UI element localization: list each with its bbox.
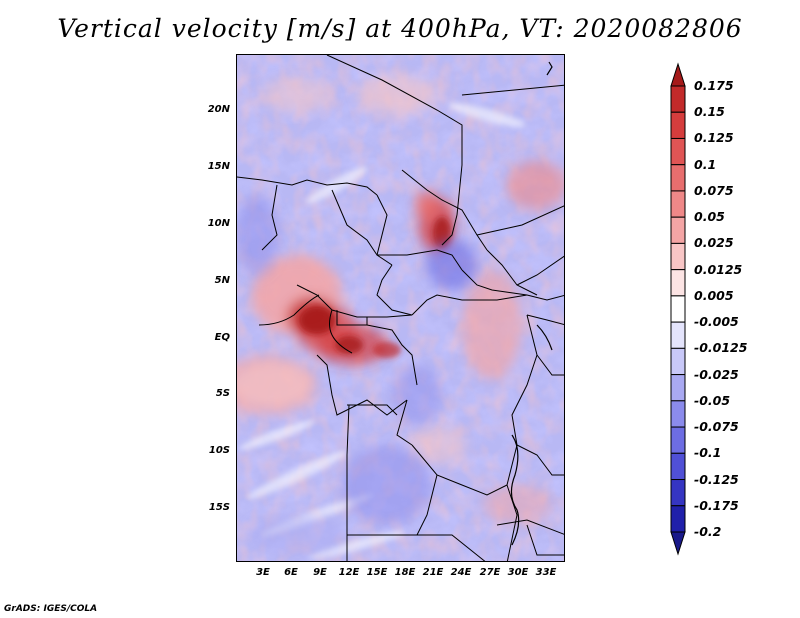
colorbar-label: -0.175 (694, 497, 739, 513)
colorbar-label: 0.15 (694, 104, 725, 120)
colorbar-label: 0.1 (694, 156, 717, 172)
lat-label-5s: 5S (215, 388, 230, 399)
lon-label-33e: 33E (535, 567, 557, 578)
colorbar-label: -0.125 (694, 471, 739, 487)
colorbar-segment (670, 347, 686, 376)
colorbar-segment (670, 111, 686, 139)
lon-label-21e: 21E (422, 567, 444, 578)
lat-label-15n: 15N (207, 161, 230, 172)
lon-label-12e: 12E (338, 567, 360, 578)
lat-label-5n: 5N (214, 275, 230, 286)
lon-label-15e: 15E (366, 567, 388, 578)
lat-label-15s: 15S (208, 502, 230, 513)
lat-label-eq: EQ (214, 332, 230, 343)
lon-label-9e: 9E (313, 567, 327, 578)
colorbar-segment (670, 452, 686, 481)
colorbar-label: -0.1 (694, 445, 722, 461)
colorbar-label: 0.05 (694, 209, 725, 225)
lon-label-18e: 18E (394, 567, 416, 578)
chart-title: Vertical velocity [m/s] at 400hPa, VT: 2… (57, 14, 743, 43)
colorbar-segment (670, 531, 686, 556)
colorbar-label: -0.025 (694, 366, 739, 382)
colorbar-label: 0.075 (694, 182, 734, 198)
colorbar-segment (670, 137, 686, 166)
colorbar-segment (670, 190, 686, 218)
colorbar-segment (670, 164, 686, 192)
colorbar-label: 0.005 (694, 287, 734, 303)
map-panel (236, 54, 565, 562)
colorbar-segment (670, 216, 686, 244)
country-boundaries (237, 55, 564, 561)
grads-credit: GrADS: IGES/COLA (4, 604, 98, 614)
lat-label-20n: 20N (207, 104, 230, 115)
colorbar-segment (670, 426, 686, 454)
lon-label-27e: 27E (479, 567, 501, 578)
colorbar-segment (670, 374, 686, 402)
colorbar-segment (670, 269, 686, 297)
colorbar-segment (670, 242, 686, 271)
colorbar-label: -0.005 (694, 314, 739, 330)
colorbar-segment (670, 85, 686, 113)
lon-label-6e: 6E (284, 567, 298, 578)
colorbar-label: -0.0125 (694, 340, 748, 356)
lon-label-30e: 30E (507, 567, 529, 578)
colorbar-segment (670, 321, 686, 349)
colorbar (670, 62, 686, 556)
vertical-velocity-field (237, 55, 564, 561)
lon-label-24e: 24E (450, 567, 472, 578)
colorbar-segment (670, 295, 686, 323)
colorbar-segment (670, 62, 686, 87)
colorbar-segment (670, 505, 686, 533)
colorbar-label: 0.025 (694, 235, 734, 251)
colorbar-label: -0.05 (694, 392, 731, 408)
colorbar-label: -0.2 (694, 524, 722, 539)
lat-label-10n: 10N (207, 218, 230, 229)
colorbar-segment (670, 400, 686, 428)
lon-label-3e: 3E (256, 567, 270, 578)
colorbar-label: -0.075 (694, 419, 739, 435)
colorbar-label: 0.175 (694, 78, 734, 93)
colorbar-segment (670, 479, 686, 507)
colorbar-label: 0.125 (694, 130, 734, 146)
lat-label-10s: 10S (208, 445, 230, 456)
colorbar-label: 0.0125 (694, 261, 743, 277)
